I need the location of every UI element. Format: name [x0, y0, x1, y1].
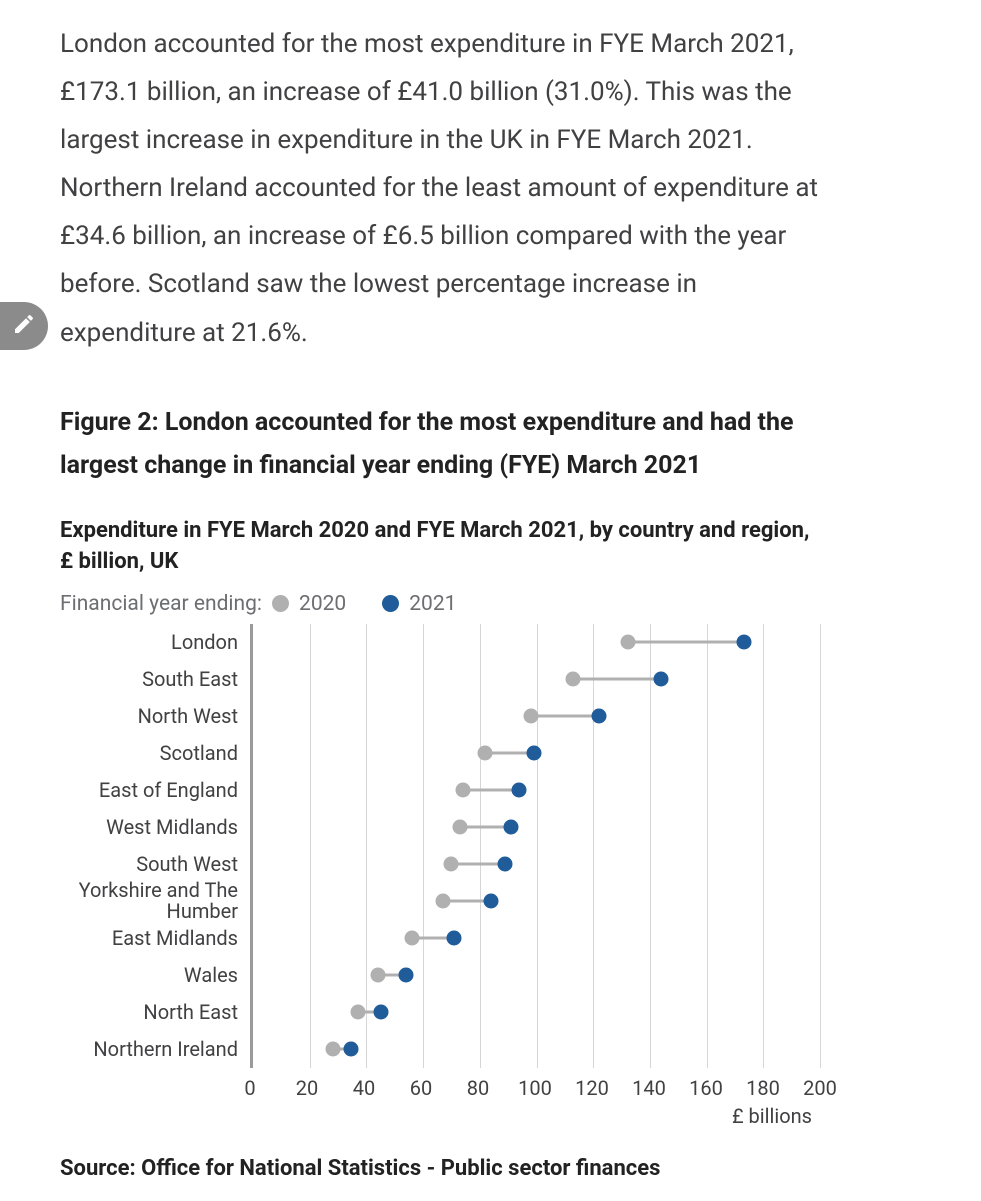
dot-2020: [370, 968, 385, 983]
dumbbell-chart: LondonSouth EastNorth WestScotlandEast o…: [60, 624, 820, 1068]
dot-2021: [736, 635, 751, 650]
x-tick-label: 200: [803, 1076, 837, 1100]
dot-2020: [404, 931, 419, 946]
dot-2021: [498, 857, 513, 872]
dot-2021: [344, 1042, 359, 1057]
connector-line: [573, 678, 661, 681]
x-tick-label: 20: [296, 1076, 318, 1100]
chart-row: [253, 846, 820, 883]
edit-button[interactable]: [0, 302, 48, 350]
chart-row: [253, 698, 820, 735]
dot-2020: [444, 857, 459, 872]
body-paragraph: London accounted for the most expenditur…: [60, 20, 820, 357]
chart-legend: Financial year ending: 2020 2021: [60, 592, 820, 616]
x-tick-label: 40: [353, 1076, 375, 1100]
dot-2021: [484, 894, 499, 909]
y-axis-label: South East: [60, 661, 238, 698]
legend-swatch-2021: [382, 595, 399, 612]
dot-2020: [478, 746, 493, 761]
y-axis-label: Wales: [60, 957, 238, 994]
dot-2020: [455, 783, 470, 798]
dot-2020: [452, 820, 467, 835]
chart-row: [253, 772, 820, 809]
dot-2021: [654, 672, 669, 687]
pencil-icon: [12, 312, 36, 340]
legend-label-2021: 2021: [409, 592, 456, 616]
y-axis-label: North East: [60, 994, 238, 1031]
connector-line: [531, 715, 599, 718]
x-tick-label: 120: [575, 1076, 609, 1100]
dot-2021: [399, 968, 414, 983]
x-tick-label: 180: [746, 1076, 780, 1100]
dot-2021: [447, 931, 462, 946]
legend-swatch-2020: [272, 595, 289, 612]
dot-2020: [435, 894, 450, 909]
figure-title: Figure 2: London accounted for the most …: [60, 401, 820, 489]
legend-label-2020: 2020: [299, 592, 346, 616]
connector-line: [628, 641, 744, 644]
chart-row: [253, 920, 820, 957]
chart-row: [253, 1031, 820, 1068]
y-axis-label: Northern Ireland: [60, 1031, 238, 1068]
y-axis-label: Scotland: [60, 735, 238, 772]
figure-source: Source: Office for National Statistics -…: [60, 1156, 820, 1181]
x-tick-label: 100: [518, 1076, 552, 1100]
x-tick-label: 60: [410, 1076, 432, 1100]
dot-2020: [350, 1005, 365, 1020]
chart-row: [253, 883, 820, 920]
dot-2020: [523, 709, 538, 724]
figure-subtitle: Expenditure in FYE March 2020 and FYE Ma…: [60, 516, 820, 578]
chart-row: [253, 624, 820, 661]
y-axis-label: Yorkshire and The Humber: [60, 883, 238, 920]
y-axis-label: North West: [60, 698, 238, 735]
x-tick-label: 140: [632, 1076, 666, 1100]
dot-2021: [591, 709, 606, 724]
y-axis-label: South West: [60, 846, 238, 883]
chart-row: [253, 809, 820, 846]
y-axis-label: London: [60, 624, 238, 661]
chart-row: [253, 957, 820, 994]
gridline: [820, 624, 821, 1068]
dot-2021: [526, 746, 541, 761]
dot-2020: [325, 1042, 340, 1057]
x-tick-label: 0: [244, 1076, 255, 1100]
x-tick-label: 80: [467, 1076, 489, 1100]
dot-2020: [566, 672, 581, 687]
dot-2021: [373, 1005, 388, 1020]
dot-2021: [503, 820, 518, 835]
x-axis-label: £ billions: [250, 1104, 820, 1128]
dot-2021: [512, 783, 527, 798]
x-tick-label: 160: [689, 1076, 723, 1100]
y-axis-label: East Midlands: [60, 920, 238, 957]
dot-2020: [620, 635, 635, 650]
y-axis-label: East of England: [60, 772, 238, 809]
chart-row: [253, 735, 820, 772]
y-axis-label: West Midlands: [60, 809, 238, 846]
legend-prefix: Financial year ending:: [60, 592, 262, 616]
connector-line: [463, 789, 520, 792]
chart-row: [253, 994, 820, 1031]
chart-row: [253, 661, 820, 698]
